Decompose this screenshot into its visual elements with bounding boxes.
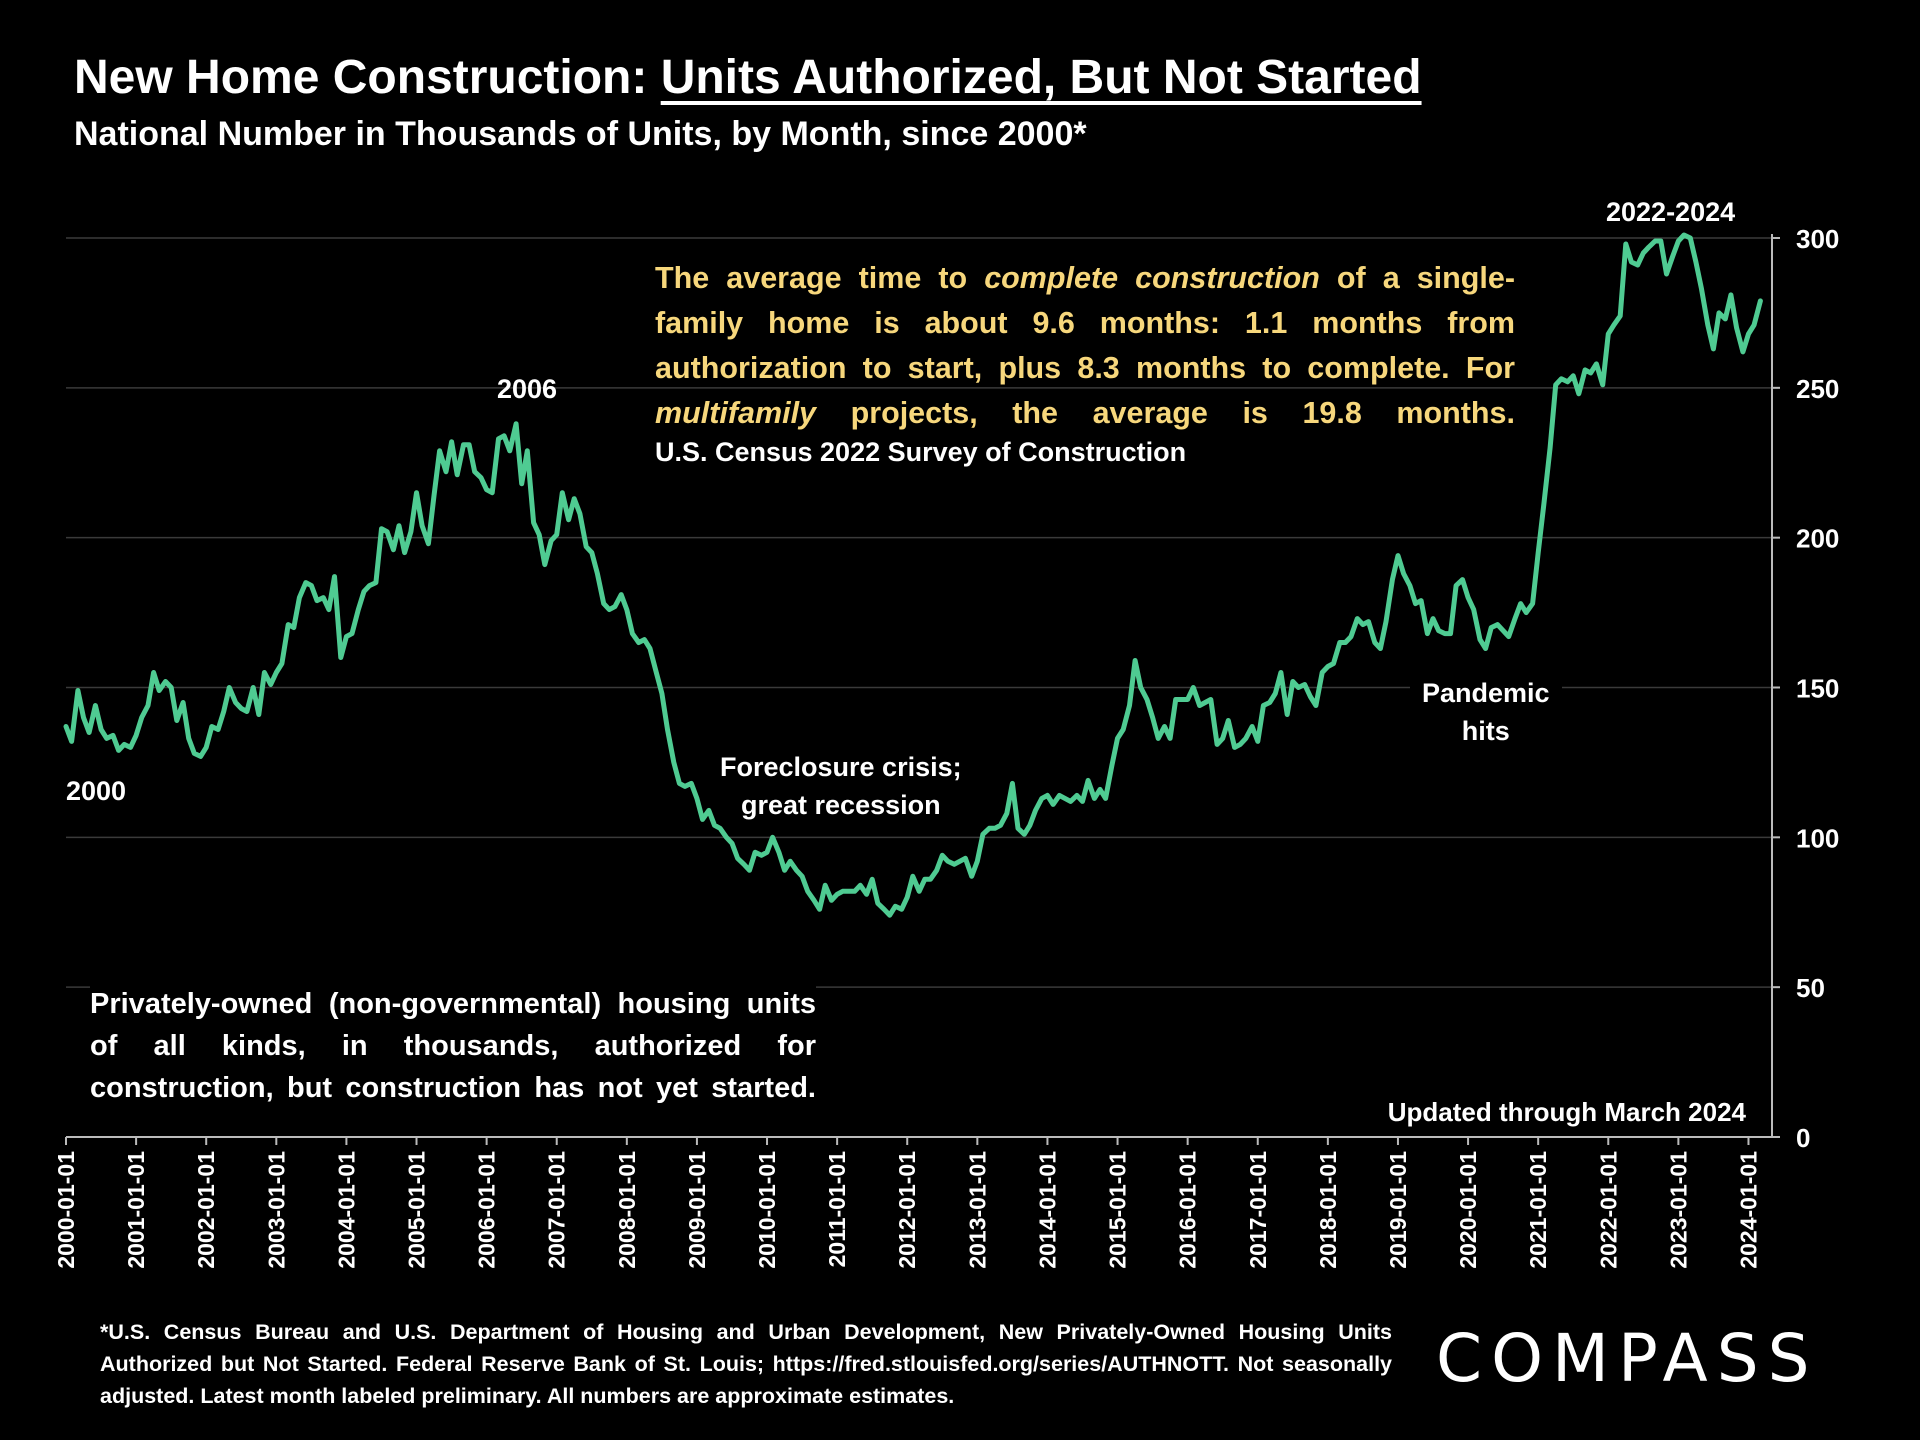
- x-tick-label: 2005-01-01: [404, 1151, 430, 1269]
- gridlines: [66, 237, 1772, 988]
- compass-logo: COMPASS: [1436, 1320, 1819, 1397]
- x-tick-label: 2007-01-01: [544, 1151, 570, 1269]
- x-tick-label: 2000-01-01: [53, 1151, 79, 1269]
- annotation-foreclosure-line2: great recession: [741, 790, 941, 820]
- callout-emphasis: multifamily: [655, 396, 817, 430]
- x-tick-label: 2013-01-01: [964, 1151, 990, 1269]
- y-tick-label: 300: [1796, 224, 1839, 254]
- x-tick-label: 2006-01-01: [474, 1151, 500, 1269]
- annotation-2022-2024: 2022-2024: [1606, 197, 1736, 227]
- chart-title: New Home Construction: Units Authorized,…: [74, 50, 1422, 105]
- callout-part: projects, the average is 19.8 months.: [816, 396, 1515, 430]
- footnote: *U.S. Census Bureau and U.S. Department …: [100, 1320, 1392, 1408]
- x-tick-label: 2001-01-01: [123, 1151, 149, 1269]
- callout-part: The average time to: [655, 261, 985, 295]
- callout-emphasis: complete construction: [984, 261, 1320, 295]
- x-tick-label: 2011-01-01: [824, 1151, 850, 1268]
- updated-label: Updated through March 2024: [1377, 1097, 1746, 1128]
- y-tick-label: 150: [1796, 674, 1839, 704]
- series-line: [63, 232, 1763, 918]
- x-tick-label: 2019-01-01: [1385, 1151, 1411, 1269]
- y-axis-tick-labels: 0 50 100 150 200 250 300: [1796, 224, 1839, 1153]
- x-tick-label: 2012-01-01: [894, 1151, 920, 1269]
- y-tick-label: 250: [1796, 374, 1839, 404]
- annotation-pandemic-line2: hits: [1461, 716, 1510, 746]
- x-tick-label: 2003-01-01: [263, 1151, 289, 1269]
- x-tick-label: 2015-01-01: [1105, 1151, 1131, 1269]
- chart-title-prefix: New Home Construction:: [74, 51, 661, 104]
- annotation-2000: 2000: [66, 776, 127, 806]
- x-axis-tick-labels: 2000-01-01 2001-01-01 2002-01-01 2003-01-01…: [53, 1151, 1761, 1269]
- axes: [65, 234, 1780, 1145]
- x-tick-label: 2023-01-01: [1665, 1151, 1691, 1269]
- annotation-2006: 2006: [497, 374, 558, 404]
- x-tick-label: 2004-01-01: [333, 1151, 359, 1269]
- chart-note: Privately-owned (non-governmental) housi…: [90, 983, 816, 1109]
- x-tick-label: 2008-01-01: [614, 1151, 640, 1269]
- y-tick-label: 100: [1796, 823, 1839, 853]
- x-tick-label: 2021-01-01: [1525, 1151, 1551, 1269]
- x-tick-label: 2022-01-01: [1595, 1151, 1621, 1269]
- annotation-foreclosure: Foreclosure crisis; great recession: [720, 748, 962, 824]
- x-tick-label: 2024-01-01: [1735, 1151, 1761, 1269]
- x-tick-label: 2010-01-01: [754, 1151, 780, 1269]
- annotation-pandemic: Pandemic hits: [1410, 674, 1562, 750]
- x-tick-label: 2009-01-01: [684, 1151, 710, 1269]
- annotation-foreclosure-line1: Foreclosure crisis;: [720, 752, 962, 782]
- x-tick-label: 2020-01-01: [1455, 1151, 1481, 1269]
- callout-part: of a single-family home is about 9.6 mon…: [655, 261, 1515, 385]
- chart-subtitle: National Number in Thousands of Units, b…: [74, 115, 1087, 153]
- x-tick-label: 2014-01-01: [1034, 1151, 1060, 1269]
- x-tick-label: 2016-01-01: [1175, 1151, 1201, 1269]
- x-tick-label: 2002-01-01: [193, 1151, 219, 1269]
- callout-source: U.S. Census 2022 Survey of Construction: [655, 437, 1187, 467]
- x-tick-label: 2017-01-01: [1245, 1151, 1271, 1269]
- annotation-pandemic-line1: Pandemic: [1422, 678, 1550, 708]
- chart-title-underlined: Units Authorized, But Not Started: [660, 51, 1422, 104]
- y-tick-label: 50: [1796, 973, 1825, 1003]
- x-tick-label: 2018-01-01: [1315, 1151, 1341, 1269]
- y-tick-label: 0: [1796, 1123, 1810, 1153]
- y-tick-label: 200: [1796, 524, 1839, 554]
- callout-text: The average time to complete constructio…: [655, 256, 1515, 436]
